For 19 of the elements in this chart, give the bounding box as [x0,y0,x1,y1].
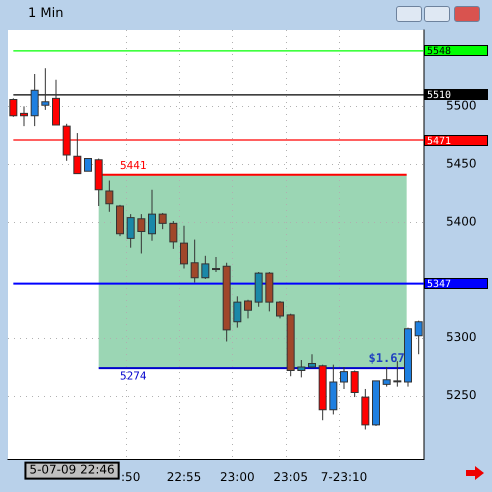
y-tick-label: 5500 [446,98,477,113]
x-tick-label: 7-23:10 [320,470,368,484]
y-tick-label: 5400 [446,214,477,228]
x-tick-label: 23:00 [220,470,255,484]
annotation: $1.67 [368,351,405,366]
ref-line-label: 5347 [424,278,488,290]
y-tick-label: 5300 [446,330,477,344]
chart-title: 1 Min [28,6,64,21]
y-tick-label: 5450 [446,156,477,170]
ref-line-label: 5441 [120,159,146,172]
ref-line-label: 5274 [120,369,147,382]
x-tick-label: 22:55 [166,470,202,484]
y-tick-label: 5250 [446,388,477,402]
x-tick-label: :50 [121,470,140,484]
ref-line-label: 5548 [424,45,488,58]
ref-line-label: 5471 [424,134,488,146]
x-tick-label: 23:05 [273,470,308,484]
text: 5-07-09 22:46 [29,462,115,477]
ref-line-label: 5510 [424,89,488,102]
